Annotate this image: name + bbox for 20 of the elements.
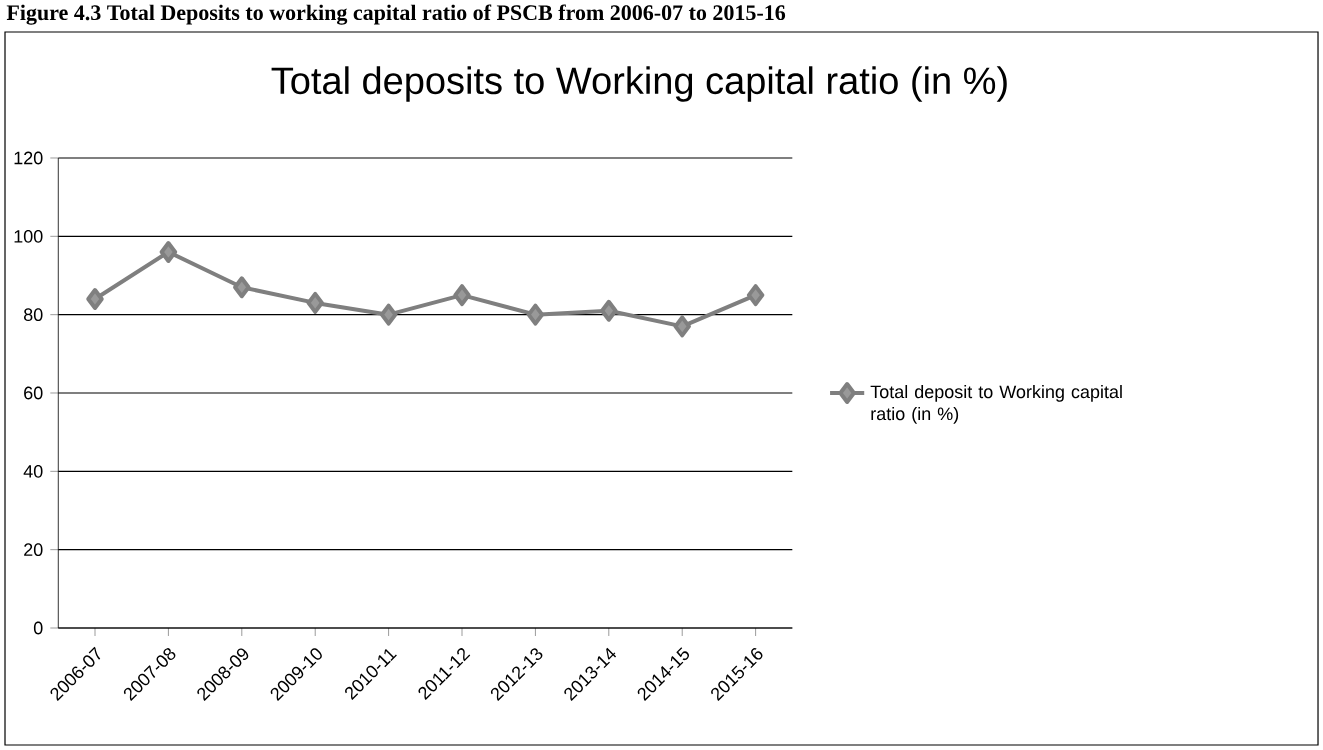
point <box>526 303 545 326</box>
y-tick-label: 100 <box>14 229 43 243</box>
point <box>159 241 178 263</box>
y-tick-label: 120 <box>14 151 43 165</box>
point <box>746 284 765 307</box>
point <box>379 303 398 326</box>
y-tick-label: 40 <box>23 464 43 478</box>
chart-title: Total deposits to Working capital ratio (in %) <box>271 66 1007 102</box>
y-tick-label: 80 <box>24 308 43 322</box>
caption: Figure 4.3 Total Deposits to working capital ratio of PSCB from 2006-07 to 2015-16 <box>6 4 786 25</box>
legend-label: Total deposit to Working capital ratio (in %) <box>870 384 1122 424</box>
point <box>600 299 618 322</box>
point <box>86 288 104 310</box>
point <box>233 276 251 299</box>
y-tick-label: 0 <box>33 621 43 635</box>
y-tick-label: 20 <box>24 543 43 557</box>
point <box>673 315 691 338</box>
point <box>453 284 471 307</box>
point <box>306 291 324 314</box>
y-tick-label: 60 <box>24 386 43 400</box>
